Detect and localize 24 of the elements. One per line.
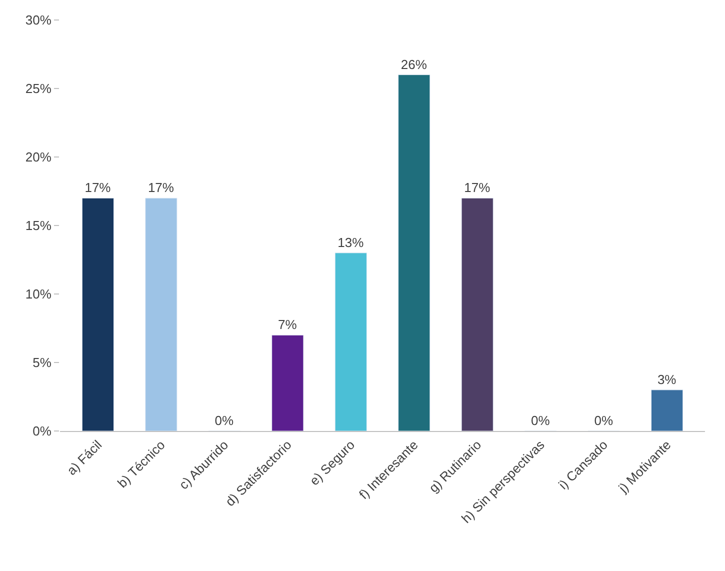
data-label: 7% (278, 317, 298, 332)
data-label: 3% (657, 372, 677, 387)
y-tick-label: 0% (32, 424, 52, 439)
y-tick-label: 30% (25, 12, 52, 28)
bar (461, 198, 494, 431)
data-label: 26% (400, 56, 428, 72)
y-tick-label: 15% (25, 218, 52, 234)
y-tick-label: 5% (32, 355, 52, 370)
y-tick-label: 25% (25, 81, 52, 96)
y-tick-label: 20% (25, 150, 52, 165)
data-label: 17% (84, 180, 112, 196)
data-label: 17% (464, 180, 491, 196)
bar (398, 74, 430, 431)
data-label: 0% (214, 413, 234, 428)
bar (334, 252, 367, 431)
y-tick-label: 10% (25, 286, 52, 302)
data-label: 0% (594, 413, 614, 428)
bar (145, 198, 178, 431)
data-label: 0% (530, 413, 550, 428)
bar (82, 198, 114, 431)
data-label: 17% (148, 180, 174, 196)
data-label: 13% (338, 234, 364, 250)
bar (272, 334, 304, 431)
bar (651, 390, 684, 431)
